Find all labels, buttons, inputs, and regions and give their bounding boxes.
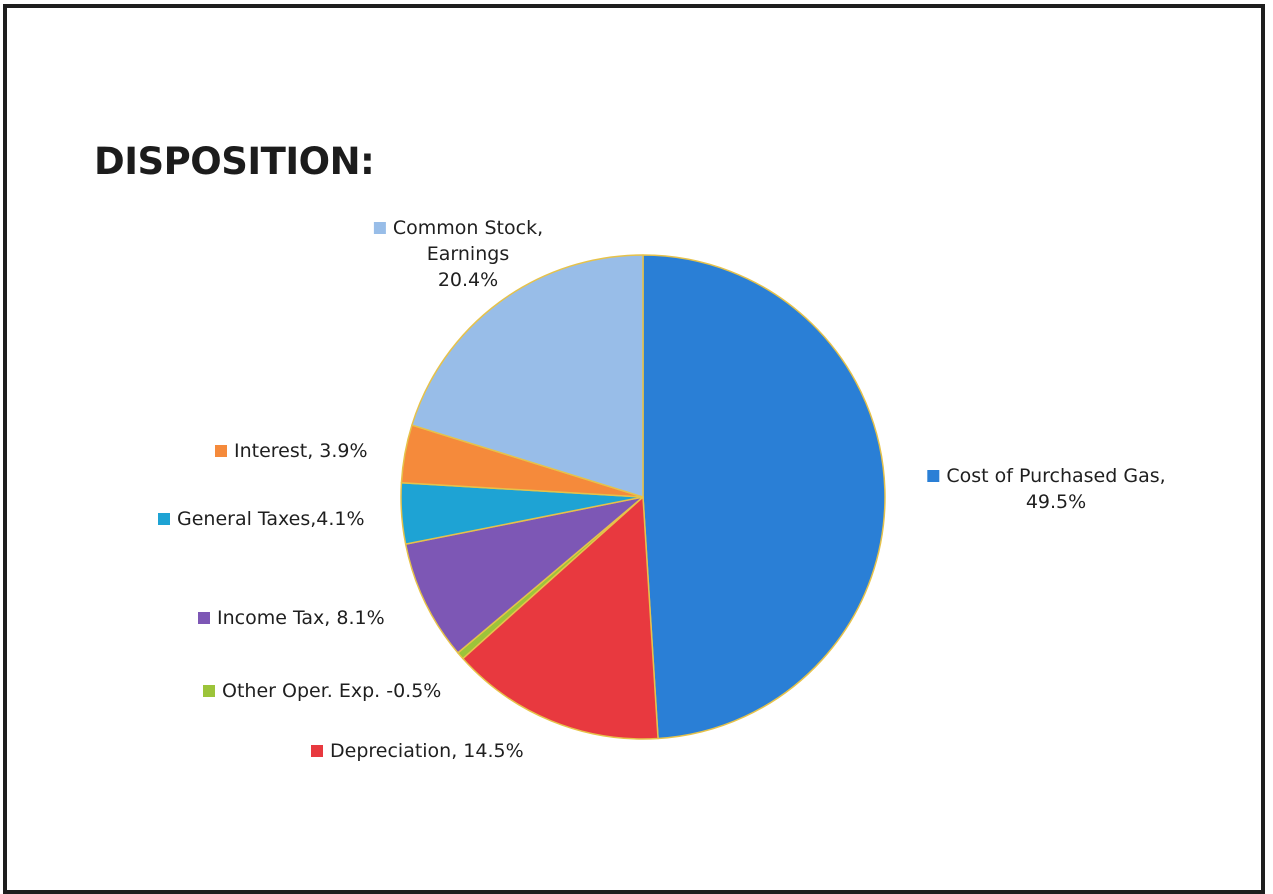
data-label-interest: Interest, 3.9%	[215, 440, 368, 462]
legend-key-cost-of-purchased-gas	[927, 470, 939, 482]
data-label-line: General Taxes,4.1%	[177, 508, 365, 530]
data-label-line: Interest, 3.9%	[234, 440, 368, 462]
legend-key-general-taxes	[158, 513, 170, 525]
data-label-line: Income Tax, 8.1%	[217, 607, 385, 629]
data-label-line: Earnings	[427, 243, 509, 265]
data-label-income-tax: Income Tax, 8.1%	[198, 607, 385, 629]
data-label-line: 49.5%	[1026, 491, 1086, 513]
data-label-line: 20.4%	[438, 269, 498, 291]
data-label-general-taxes: General Taxes,4.1%	[158, 508, 365, 530]
data-label-line: Other Oper. Exp. -0.5%	[222, 680, 441, 702]
data-label-common-stock-earnings: Common Stock, Earnings 20.4%	[374, 217, 543, 291]
data-label-line: Cost of Purchased Gas,	[946, 465, 1165, 487]
data-label-cost-of-purchased-gas: Cost of Purchased Gas, 49.5%	[927, 465, 1165, 513]
data-label-other-oper-exp: Other Oper. Exp. -0.5%	[203, 680, 441, 702]
legend-key-other-oper-exp	[203, 685, 215, 697]
data-label-depreciation: Depreciation, 14.5%	[311, 740, 524, 762]
data-label-line: Common Stock,	[393, 217, 543, 239]
pie-slice-cost-of-purchased-gas	[643, 255, 885, 739]
legend-key-common-stock-earnings	[374, 222, 386, 234]
legend-key-depreciation	[311, 745, 323, 757]
legend-key-income-tax	[198, 612, 210, 624]
legend-key-interest	[215, 445, 227, 457]
data-label-line: Depreciation, 14.5%	[330, 740, 524, 762]
